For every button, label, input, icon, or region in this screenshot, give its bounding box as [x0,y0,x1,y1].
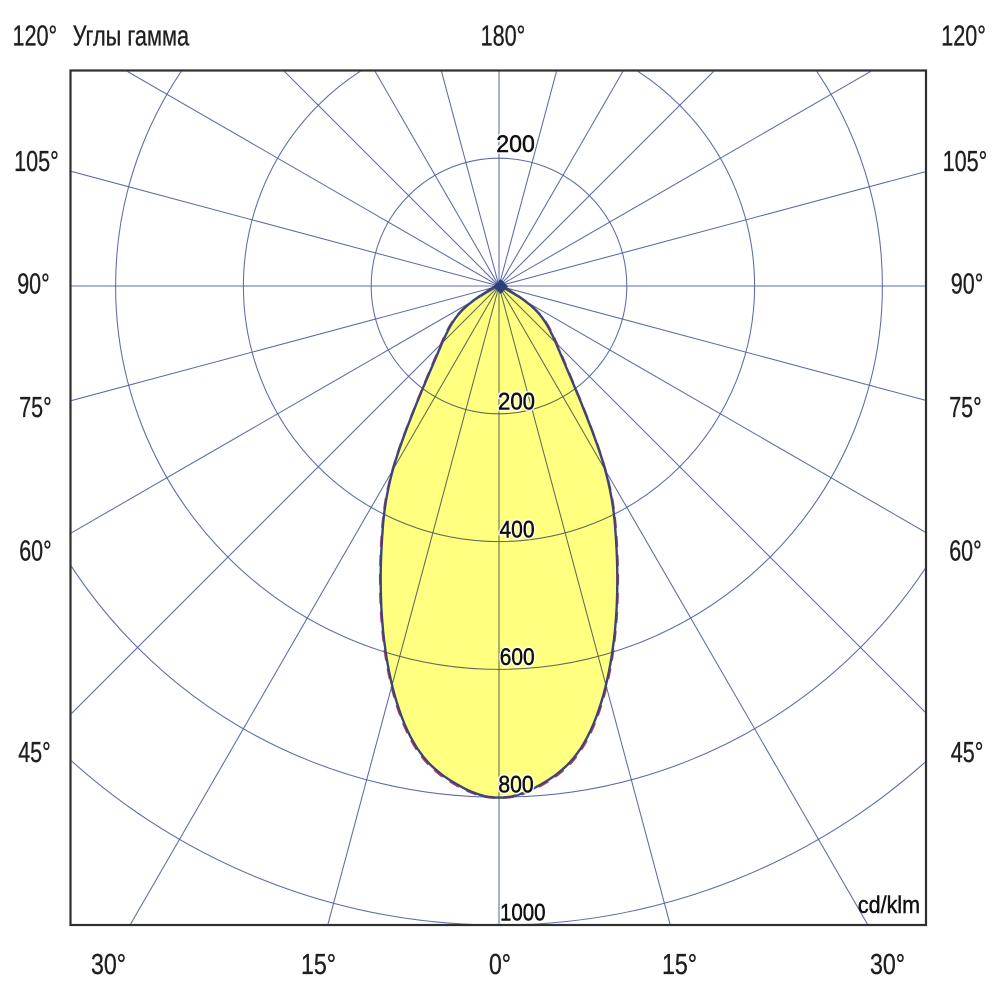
svg-text:600: 600 [500,644,535,671]
svg-text:0°: 0° [489,949,511,981]
svg-text:75°: 75° [19,392,52,424]
svg-text:30°: 30° [91,949,126,981]
svg-text:400: 400 [500,516,535,543]
svg-text:180°: 180° [481,21,526,53]
svg-text:90°: 90° [951,269,984,301]
svg-text:45°: 45° [951,737,984,769]
svg-text:120°: 120° [13,21,58,53]
svg-text:60°: 60° [949,536,982,568]
svg-text:cd/klm: cd/klm [858,892,920,919]
svg-text:45°: 45° [18,737,51,769]
svg-text:200: 200 [498,388,535,415]
svg-text:120°: 120° [941,21,986,53]
svg-text:1000: 1000 [500,900,546,927]
svg-text:200: 200 [498,388,535,415]
svg-text:1000: 1000 [500,900,546,927]
svg-text:105°: 105° [943,146,988,178]
svg-text:200: 200 [496,131,535,158]
svg-text:200: 200 [496,131,535,158]
svg-text:400: 400 [500,516,535,543]
svg-text:75°: 75° [949,392,982,424]
svg-text:15°: 15° [301,949,336,981]
svg-text:60°: 60° [19,536,52,568]
svg-text:105°: 105° [14,146,59,178]
svg-text:600: 600 [500,644,535,671]
svg-text:Углы гамма: Углы гамма [73,21,190,53]
svg-text:800: 800 [498,772,533,799]
svg-text:30°: 30° [870,949,905,981]
svg-text:90°: 90° [17,269,50,301]
svg-text:15°: 15° [662,949,697,981]
svg-text:800: 800 [498,772,533,799]
